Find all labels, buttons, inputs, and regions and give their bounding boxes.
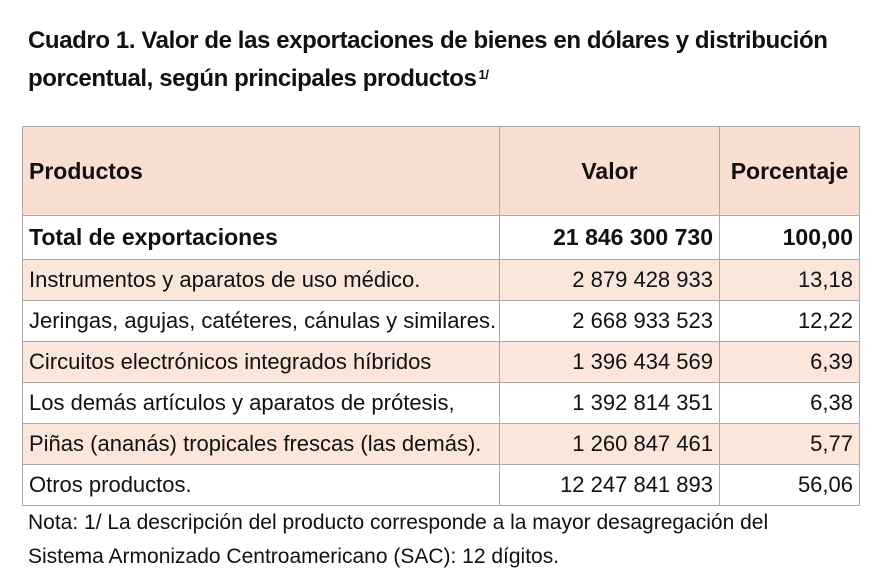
table-row: Piñas (ananás) tropicales frescas (las d… — [22, 423, 860, 465]
product-label: Los demás artículos y aparatos de prótes… — [22, 382, 500, 424]
table-row: Jeringas, agujas, catéteres, cánulas y s… — [22, 300, 860, 342]
table-title-text: Cuadro 1. Valor de las exportaciones de … — [28, 27, 828, 92]
note-line-2: Sistema Armonizado Centroamericano (SAC)… — [28, 545, 560, 568]
footnote-reference: 1/ — [478, 67, 489, 82]
header-productos: Productos — [22, 126, 500, 216]
product-value: 1 396 434 569 — [499, 341, 720, 383]
table-title: Cuadro 1. Valor de las exportaciones de … — [28, 22, 868, 98]
product-value: 2 879 428 933 — [499, 259, 720, 301]
product-percent: 5,77 — [719, 423, 860, 465]
product-percent: 56,06 — [719, 464, 860, 506]
product-percent: 12,22 — [719, 300, 860, 342]
product-label: Jeringas, agujas, catéteres, cánulas y s… — [22, 300, 500, 342]
table-row: Instrumentos y aparatos de uso médico. 2… — [22, 259, 860, 301]
product-percent: 6,39 — [719, 341, 860, 383]
header-valor: Valor — [499, 126, 720, 216]
product-value: 1 260 847 461 — [499, 423, 720, 465]
product-label: Otros productos. — [22, 464, 500, 506]
total-row: Total de exportaciones 21 846 300 730 10… — [22, 215, 860, 260]
product-percent: 6,38 — [719, 382, 860, 424]
table-header-row: Productos Valor Porcentaje — [22, 126, 860, 216]
note-line-1: Nota: 1/ La descripción del producto cor… — [28, 511, 769, 534]
product-label: Piñas (ananás) tropicales frescas (las d… — [22, 423, 500, 465]
table-row: Circuitos electrónicos integrados híbrid… — [22, 341, 860, 383]
header-porcentaje: Porcentaje — [719, 126, 860, 216]
product-label: Instrumentos y aparatos de uso médico. — [22, 259, 500, 301]
product-value: 1 392 814 351 — [499, 382, 720, 424]
total-label: Total de exportaciones — [22, 215, 500, 260]
table-row: Otros productos. 12 247 841 893 56,06 — [22, 464, 860, 506]
product-value: 12 247 841 893 — [499, 464, 720, 506]
table-row: Los demás artículos y aparatos de prótes… — [22, 382, 860, 424]
exports-table: Productos Valor Porcentaje Total de expo… — [22, 126, 860, 506]
total-value: 21 846 300 730 — [499, 215, 720, 260]
total-percent: 100,00 — [719, 215, 860, 260]
product-percent: 13,18 — [719, 259, 860, 301]
product-value: 2 668 933 523 — [499, 300, 720, 342]
product-label: Circuitos electrónicos integrados híbrid… — [22, 341, 500, 383]
table-note: Nota: 1/ La descripción del producto cor… — [28, 506, 868, 574]
